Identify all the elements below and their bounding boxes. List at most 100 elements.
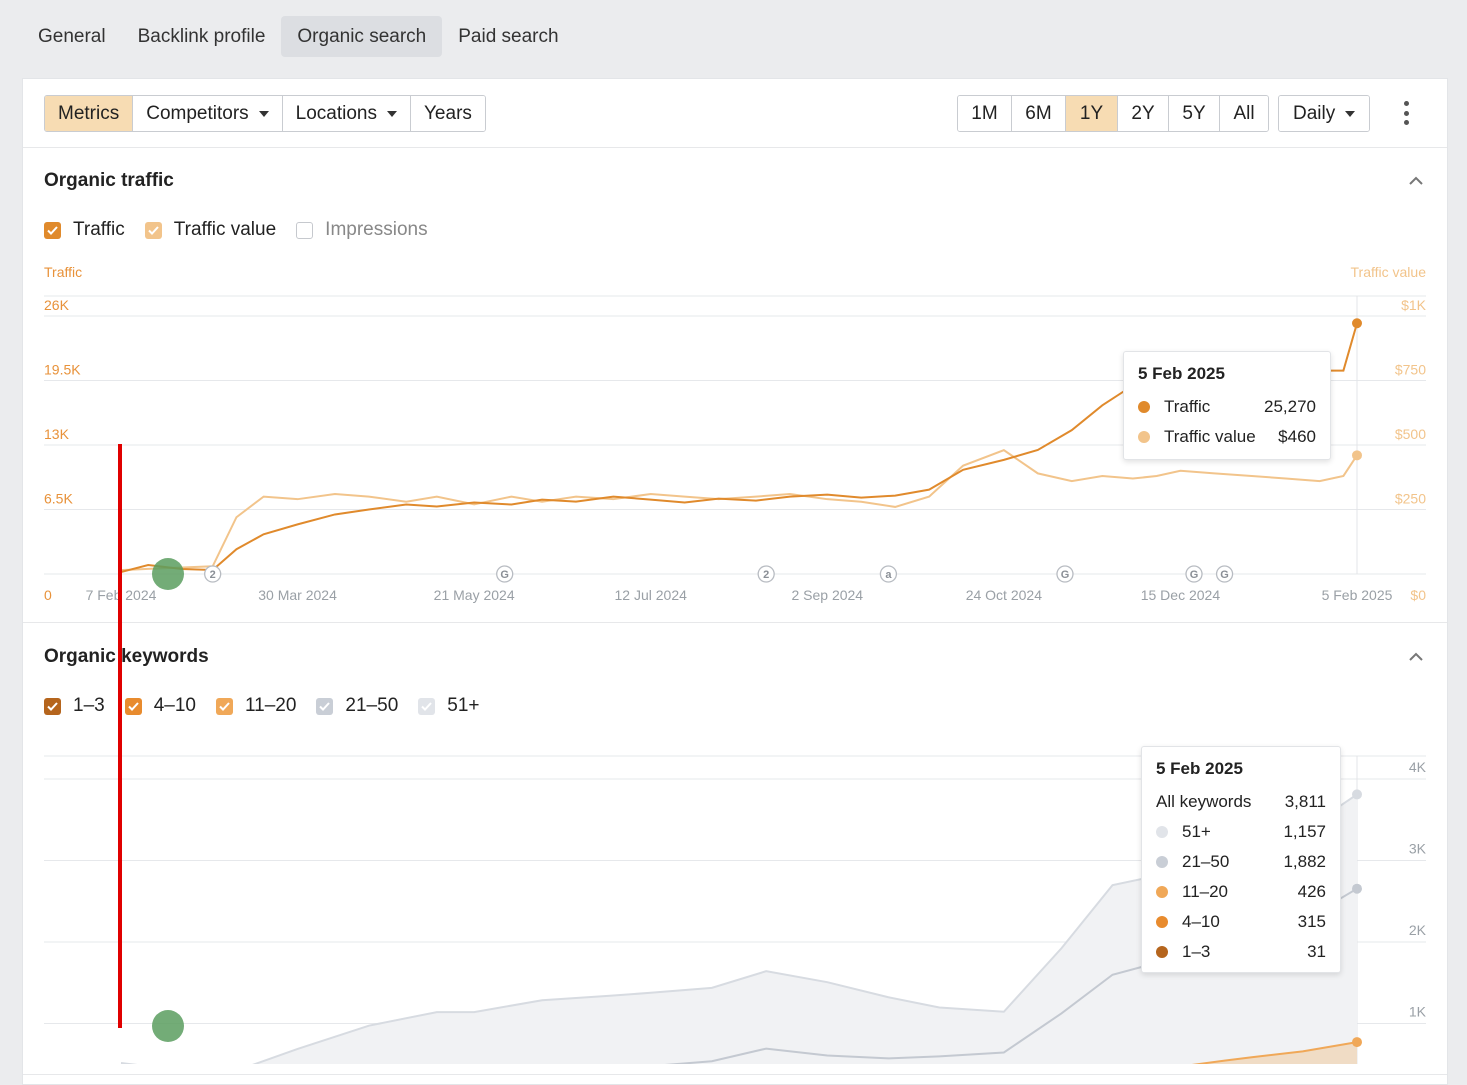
legend-label: 51+ bbox=[447, 695, 480, 716]
x-tick-label: 24 Oct 2024 bbox=[966, 587, 1042, 603]
legend-1-3[interactable]: 1–3 bbox=[44, 695, 105, 717]
tab-backlink-profile[interactable]: Backlink profile bbox=[137, 26, 266, 47]
y-tick-label-left: 26K bbox=[44, 297, 70, 313]
metrics-button[interactable]: Metrics bbox=[45, 96, 134, 131]
legend-21-50[interactable]: 21–50 bbox=[316, 695, 398, 717]
section-divider bbox=[23, 622, 1447, 623]
x-tick-label: 7 Feb 2024 bbox=[86, 587, 157, 603]
range-6m-button[interactable]: 6M bbox=[1012, 96, 1066, 131]
event-marker-circle bbox=[757, 565, 775, 583]
traffic-chart[interactable]: Traffic Traffic value 0 $0 6.5K $250 13K $500 19… bbox=[23, 259, 1447, 604]
report-tabs: General Backlink profile Organic search … bbox=[22, 16, 575, 57]
legend-impressions[interactable]: Impressions bbox=[296, 219, 428, 241]
range-5y-button[interactable]: 5Y bbox=[1169, 96, 1220, 131]
checkbox-checked-icon bbox=[418, 697, 436, 715]
tooltip-row: 4–10 315 bbox=[1156, 907, 1326, 937]
x-tick-label: 15 Dec 2024 bbox=[1141, 587, 1221, 603]
legend-traffic[interactable]: Traffic bbox=[44, 219, 125, 241]
tab-organic-search[interactable]: Organic search bbox=[281, 16, 443, 57]
event-marker-circle bbox=[204, 565, 222, 583]
checkbox-checked-icon bbox=[215, 697, 233, 715]
x-tick-label: 12 Jul 2024 bbox=[615, 587, 688, 603]
y-tick-label-right: $750 bbox=[1395, 362, 1426, 378]
tooltip-value: 1,882 bbox=[1283, 852, 1326, 871]
event-marker: G bbox=[1215, 565, 1234, 583]
y-tick-label: 4K bbox=[1409, 759, 1427, 775]
competitors-label: Competitors bbox=[146, 103, 249, 124]
event-marker: 2 bbox=[757, 565, 775, 583]
event-marker: G bbox=[1185, 565, 1203, 583]
event-marker-label: 2 bbox=[763, 569, 769, 581]
y-tick-label: 3K bbox=[1409, 841, 1427, 857]
range-1m-button[interactable]: 1M bbox=[958, 96, 1012, 131]
dot-icon bbox=[1156, 916, 1168, 928]
dot-icon bbox=[1156, 886, 1168, 898]
tooltip-label: 1–3 bbox=[1182, 942, 1211, 961]
area-11-20 bbox=[1199, 1042, 1357, 1064]
series-point bbox=[1352, 789, 1362, 800]
event-marker-circle bbox=[496, 565, 514, 583]
y-tick-label: 1K bbox=[1409, 1004, 1427, 1020]
tooltip-row: 21–50 1,882 bbox=[1156, 847, 1326, 877]
checkbox-checked-icon bbox=[44, 221, 61, 239]
tab-general[interactable]: General bbox=[38, 26, 106, 47]
legend-label: 1–3 bbox=[73, 695, 105, 716]
traffic-tooltip: 5 Feb 2025 Traffic 25,270 Traffic value $4… bbox=[1123, 351, 1331, 460]
event-marker-label: G bbox=[1220, 569, 1229, 581]
dot-icon bbox=[1156, 946, 1168, 958]
series-line-traffic-value bbox=[120, 449, 1358, 572]
tooltip-row: 1–3 31 bbox=[1156, 937, 1326, 967]
checkbox-checked-icon bbox=[44, 697, 61, 715]
tooltip-value: 315 bbox=[1297, 912, 1326, 931]
years-button[interactable]: Years bbox=[411, 96, 485, 131]
event-marker-label: G bbox=[1061, 569, 1070, 581]
legend-11-20[interactable]: 11–20 bbox=[215, 695, 297, 717]
event-marker: 2 bbox=[204, 565, 222, 583]
interval-button[interactable]: Daily bbox=[1279, 96, 1370, 131]
y-tick-label-left: 13K bbox=[44, 426, 70, 442]
legend-label: 21–50 bbox=[345, 695, 399, 716]
traffic-dot-icon bbox=[1138, 401, 1150, 413]
chevron-down-icon bbox=[258, 110, 269, 117]
tooltip-row-traffic: Traffic 25,270 bbox=[1138, 392, 1316, 422]
tooltip-label: 4–10 bbox=[1182, 912, 1220, 931]
y-tick-label-right: $500 bbox=[1395, 426, 1426, 442]
y-axis-left-title: Traffic bbox=[44, 264, 82, 280]
interval-label: Daily bbox=[1293, 103, 1336, 124]
event-marker-label: a bbox=[885, 569, 892, 581]
legend-4-10[interactable]: 4–10 bbox=[124, 695, 196, 717]
legend-traffic-label: Traffic bbox=[73, 219, 125, 240]
series-point bbox=[1352, 318, 1362, 329]
event-marker-circle bbox=[879, 565, 898, 583]
y-tick-label-left: 0 bbox=[44, 587, 52, 603]
competitors-dropdown[interactable]: Competitors bbox=[133, 96, 283, 131]
locations-dropdown[interactable]: Locations bbox=[282, 96, 411, 131]
interval-dropdown[interactable]: Daily bbox=[1278, 95, 1371, 132]
keywords-tooltip: 5 Feb 2025 All keywords 3,811 51+ 1,157 21… bbox=[1141, 746, 1341, 973]
event-marker: a bbox=[879, 565, 898, 583]
event-marker-circle bbox=[1185, 565, 1203, 583]
dot-icon bbox=[1156, 856, 1168, 868]
report-panel: Metrics Competitors Locations Years 1M 6… bbox=[22, 78, 1448, 1085]
range-all-button[interactable]: All bbox=[1220, 96, 1268, 131]
range-selector: 1M 6M 1Y 2Y 5Y All bbox=[957, 95, 1269, 132]
chevron-up-icon[interactable] bbox=[1409, 650, 1423, 664]
more-options-icon[interactable] bbox=[1401, 101, 1411, 125]
keywords-legend: 1–3 4–10 11–20 21–50 51+ bbox=[44, 695, 480, 717]
tooltip-value: 426 bbox=[1297, 882, 1326, 901]
tooltip-value: 1,157 bbox=[1283, 822, 1326, 841]
tooltip-value: 31 bbox=[1307, 942, 1326, 961]
legend-impressions-label: Impressions bbox=[325, 219, 428, 240]
legend-label: 11–20 bbox=[244, 695, 297, 716]
tab-paid-search[interactable]: Paid search bbox=[458, 26, 559, 47]
dot-icon bbox=[1156, 826, 1168, 838]
legend-traffic-value[interactable]: Traffic value bbox=[144, 219, 276, 241]
view-selector: Metrics Competitors Locations Years bbox=[44, 95, 486, 132]
chevron-up-icon[interactable] bbox=[1409, 174, 1423, 188]
tooltip-label: All keywords bbox=[1156, 792, 1252, 811]
range-2y-button[interactable]: 2Y bbox=[1118, 96, 1169, 131]
tooltip-label: Traffic bbox=[1164, 397, 1211, 416]
legend-51-plus[interactable]: 51+ bbox=[418, 695, 480, 717]
range-1y-button[interactable]: 1Y bbox=[1066, 96, 1118, 131]
tooltip-row: 11–20 426 bbox=[1156, 877, 1326, 907]
